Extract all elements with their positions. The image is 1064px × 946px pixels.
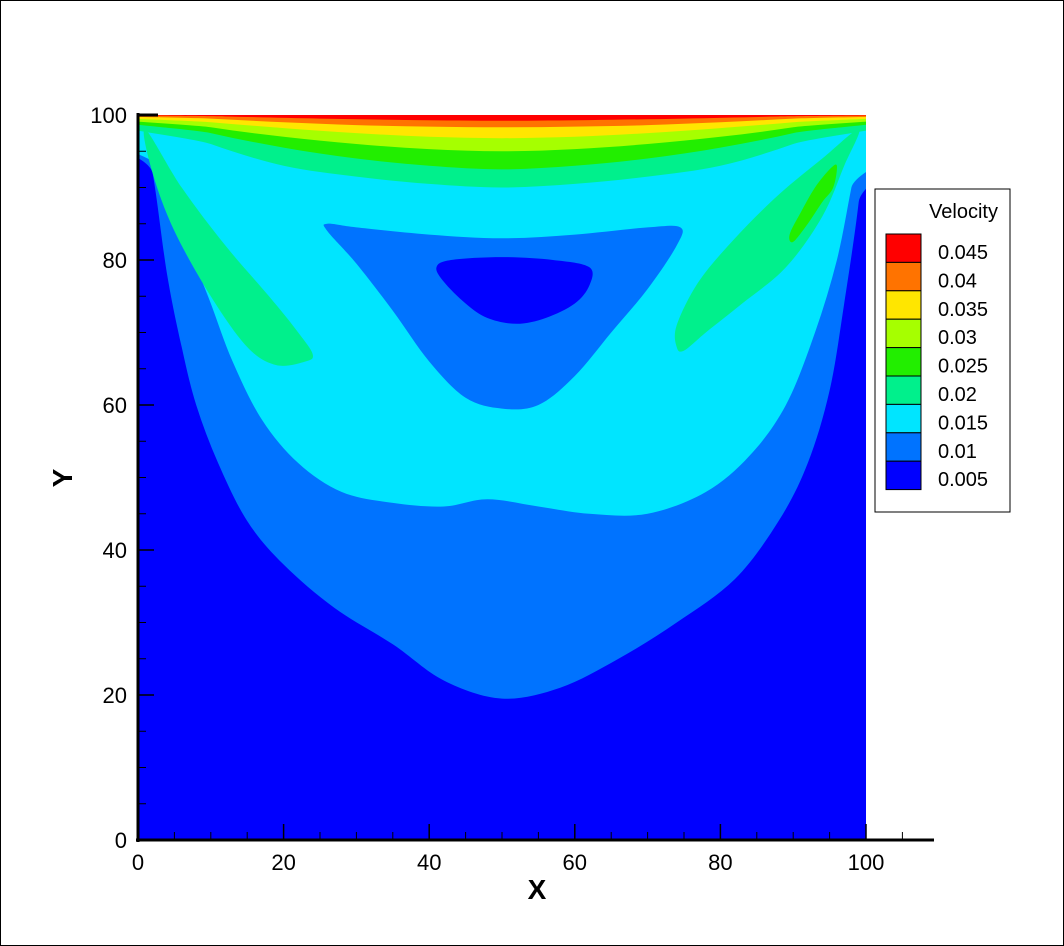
y-tick-label: 40 [103,538,127,563]
contour-region-0_02 [674,129,860,352]
legend-label: 0.025 [938,356,988,378]
legend: Velocity 0.045 0.04 0.035 0.03 0.025 0.02 0.01… [874,188,1011,513]
legend-items: 0.045 0.04 0.035 0.03 0.025 0.02 0.015 0.01 0.00… [885,233,988,491]
y-tick-label: 100 [90,103,127,128]
legend-label: 0.04 [938,270,977,292]
legend-label: 0.03 [938,327,977,349]
legend-swatch [885,403,922,434]
contour-region-0_005 [436,257,593,324]
legend-swatch [885,347,922,377]
x-tick-label: 0 [132,850,144,875]
legend-label: 0.02 [938,384,977,406]
y-tick-label: 60 [103,393,127,418]
legend-swatch [885,375,922,405]
x-tick-label: 20 [271,850,295,875]
legend-label: 0.045 [938,242,988,264]
legend-title: Velocity [929,201,998,223]
y-tick-label: 20 [103,683,127,708]
legend-label: 0.035 [938,299,988,321]
legend-label: 0.005 [938,469,988,491]
contour-region-0_02 [143,129,313,366]
x-axis-title: X [528,874,547,905]
legend-swatch [885,290,922,320]
axis-ticks: 0 20 40 60 80 100 0 20 40 60 80 100 [90,103,903,875]
x-tick-label: 40 [417,850,441,875]
x-tick-label: 80 [708,850,732,875]
y-axis-title: Y [47,468,78,487]
legend-label: 0.015 [938,412,988,434]
legend-swatch [885,233,922,263]
contour-regions [138,115,866,840]
x-tick-label: 60 [563,850,587,875]
legend-swatch [885,460,922,491]
legend-label: 0.01 [938,441,977,463]
legend-swatch [885,261,922,292]
y-tick-label: 0 [115,828,127,853]
contour-region-0_045 [138,115,866,121]
x-tick-label: 100 [848,850,885,875]
legend-swatch [885,318,922,349]
contour-region-0_025 [789,164,838,243]
y-tick-label: 80 [103,248,127,273]
legend-swatch [885,432,922,462]
